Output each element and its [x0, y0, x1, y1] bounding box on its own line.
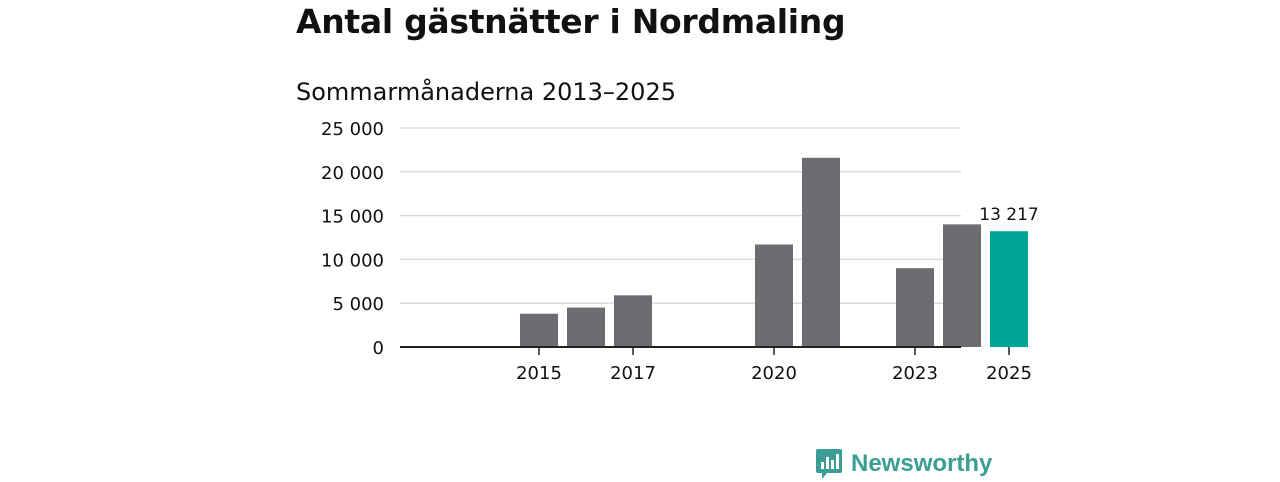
y-tick-label: 10 000 — [321, 250, 384, 271]
bar-2024 — [943, 224, 981, 347]
bar-2020 — [755, 244, 793, 347]
bar-2023 — [896, 268, 934, 347]
y-axis-ticks: 0 5 000 10 000 15 000 20 000 25 000 — [321, 119, 384, 359]
newsworthy-logo: Newsworthy — [815, 446, 992, 482]
x-tick-label: 2020 — [751, 363, 797, 384]
x-tick-label: 2015 — [516, 363, 562, 384]
chart-subtitle: Sommarmånaderna 2013–2025 — [296, 78, 676, 106]
bar-2017 — [614, 295, 652, 347]
bars — [520, 157, 1028, 347]
gridlines — [400, 127, 961, 304]
x-tick-label: 2025 — [986, 363, 1032, 384]
newsworthy-logo-icon — [816, 449, 842, 479]
x-axis-ticks: 2015 2017 2020 2023 2025 — [516, 347, 1032, 384]
bar-2016 — [567, 307, 605, 347]
y-tick-label: 25 000 — [321, 119, 384, 140]
y-tick-label: 0 — [373, 338, 384, 359]
data-label-2025: 13 217 — [979, 205, 1038, 225]
chart-title: Antal gästnätter i Nordmaling — [296, 2, 846, 41]
x-tick-label: 2023 — [892, 363, 938, 384]
y-tick-label: 20 000 — [321, 163, 384, 184]
y-tick-label: 15 000 — [321, 207, 384, 228]
bar-2021 — [802, 157, 840, 347]
bar-2015 — [520, 313, 558, 347]
x-tick-label: 2017 — [610, 363, 656, 384]
bar-2025 — [990, 231, 1028, 347]
data-labels: 13 217 — [979, 205, 1038, 225]
y-tick-label: 5 000 — [332, 294, 384, 315]
newsworthy-logo-text: Newsworthy — [851, 450, 993, 477]
